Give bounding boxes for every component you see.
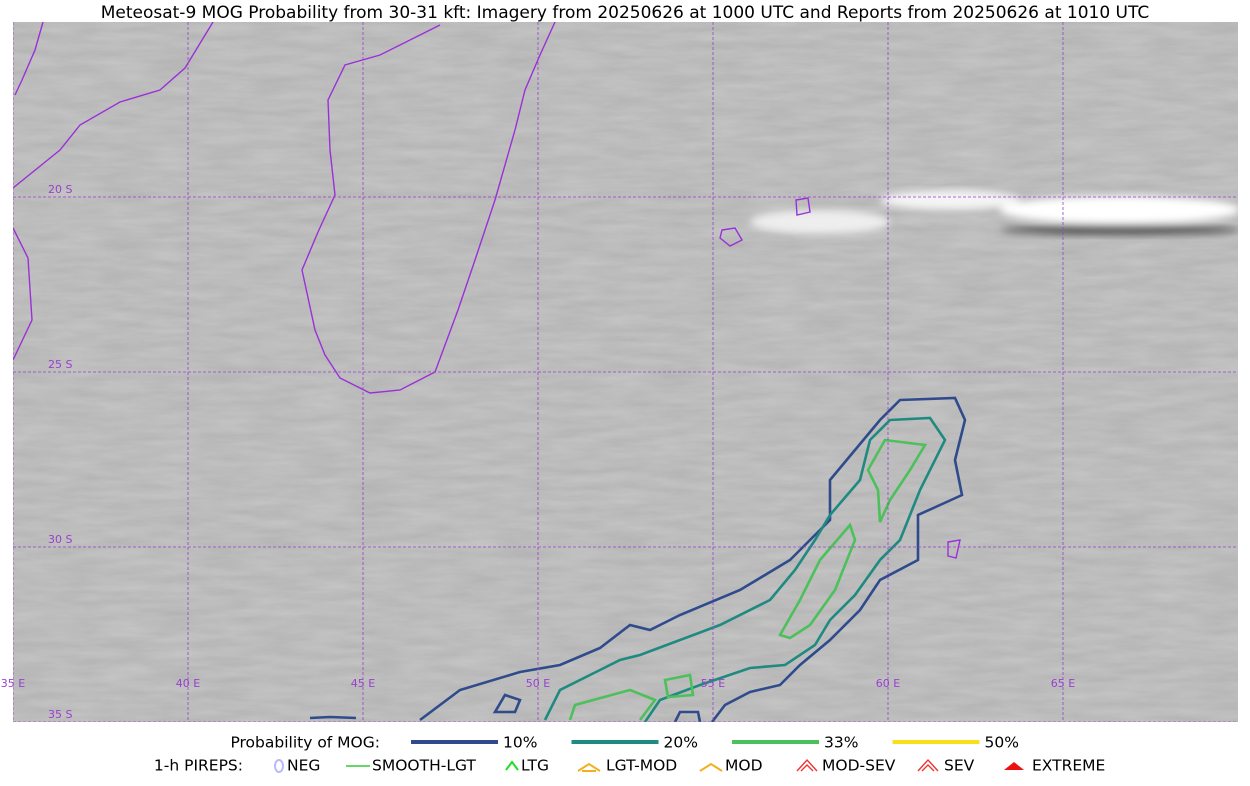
lat-label: 20 S — [48, 183, 72, 196]
lat-label: 25 S — [48, 358, 72, 371]
legend-label: 20% — [664, 734, 698, 752]
pirep-icon — [577, 762, 601, 772]
legend-label: EXTREME — [1032, 757, 1105, 775]
legend-label: 10% — [503, 734, 537, 752]
legend-label: SEV — [944, 757, 975, 775]
pirep-icon — [699, 762, 723, 772]
pirep-icon — [274, 759, 284, 773]
lon-label: 40 E — [176, 677, 200, 690]
legend-label: SMOOTH-LGT — [372, 757, 476, 775]
lon-label: 50 E — [526, 677, 550, 690]
legend-label: MOD — [725, 757, 763, 775]
legend-title: 1-h PIREPS: — [154, 757, 243, 775]
legend-label: 33% — [824, 734, 858, 752]
lon-label: 45 E — [351, 677, 375, 690]
pirep-icon — [505, 760, 519, 771]
pirep-icon — [917, 758, 939, 772]
lon-label: 60 E — [876, 677, 900, 690]
legend-label: LGT-MOD — [606, 757, 677, 775]
probability-contours — [309, 396, 967, 722]
pirep-icon — [796, 758, 818, 772]
lat-label: 30 S — [48, 533, 72, 546]
legend-label: 50% — [985, 734, 1019, 752]
coastlines — [13, 22, 961, 559]
legend-label: MOD-SEV — [822, 757, 896, 775]
lat-label: 35 S — [48, 708, 72, 721]
graticule-labels: 35 E 40 E 45 E 50 E 55 E 60 E 65 E 20 S 25 S 30 S… — [1, 183, 1075, 721]
legend: Probability of MOG: 10% 20% 33% 50% 1-h PIREP… — [154, 734, 1105, 775]
map-title: Meteosat-9 MOG Probability from 30-31 kf… — [101, 3, 1150, 23]
pirep-icon — [1004, 762, 1024, 770]
lon-label: 55 E — [701, 677, 725, 690]
legend-label: NEG — [287, 757, 320, 775]
graticule — [13, 22, 1238, 722]
lon-label: 65 E — [1051, 677, 1075, 690]
lon-label: 35 E — [1, 677, 25, 690]
legend-title: Probability of MOG: — [230, 734, 380, 752]
cloud-band — [750, 190, 1238, 235]
legend-label: LTG — [521, 757, 549, 775]
map — [13, 22, 1238, 722]
